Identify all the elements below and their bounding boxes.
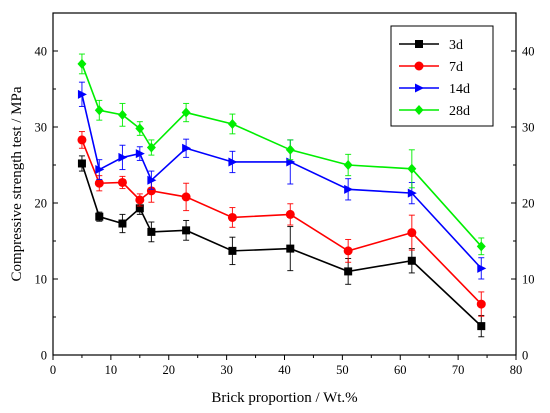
y-tick-label: 30: [35, 121, 48, 135]
data-point: [94, 105, 104, 116]
data-point: [182, 226, 191, 235]
y-tick-label: 20: [35, 197, 48, 211]
x-tick-label: 60: [394, 363, 407, 377]
x-axis-title: Brick proportion / Wt.%: [211, 390, 357, 406]
data-point: [227, 118, 237, 129]
series-3d: [77, 155, 486, 338]
data-point: [95, 165, 105, 175]
legend-label: 7d: [449, 60, 463, 75]
series-line: [81, 139, 482, 305]
data-point: [147, 175, 157, 185]
series-layer: [77, 53, 487, 338]
series-7d: [77, 131, 486, 317]
data-point: [476, 241, 486, 252]
x-tick-label: 50: [336, 363, 349, 377]
data-point: [228, 246, 237, 255]
y-tick-label: 10: [35, 273, 48, 287]
data-point: [407, 228, 417, 238]
data-point: [477, 263, 487, 273]
y-right-tick-label: 20: [522, 197, 535, 211]
x-tick-label: 30: [220, 363, 233, 377]
legend-item: 7d: [399, 60, 463, 75]
data-point: [344, 267, 353, 276]
x-tick-label: 0: [50, 363, 56, 377]
legend-label: 3d: [449, 38, 463, 53]
y-tick-label: 0: [41, 349, 47, 363]
data-point: [181, 192, 191, 202]
y-right-tick-label: 0: [522, 349, 528, 363]
legend-item: 14d: [399, 82, 470, 97]
legend-item: 28d: [399, 104, 470, 119]
legend-box: [390, 25, 494, 127]
x-axis: 0 10 20 30 40 50 60 70 80: [50, 355, 522, 377]
y-right-tick-label: 30: [522, 121, 535, 135]
data-point: [343, 160, 353, 170]
legend-label: 28d: [449, 104, 470, 119]
data-point: [94, 178, 104, 188]
data-point: [343, 246, 353, 256]
data-point: [117, 109, 127, 120]
data-point: [146, 142, 156, 153]
data-point: [135, 123, 145, 134]
legend-marker: [414, 61, 424, 71]
data-point: [407, 163, 417, 174]
series-14d: [77, 81, 487, 280]
y-right-tick-label: 10: [522, 273, 535, 287]
data-point: [407, 256, 416, 265]
data-point: [118, 219, 127, 228]
data-point: [182, 143, 192, 153]
x-tick-label: 70: [452, 363, 465, 377]
y-axis: 0 10 20 30 40: [35, 12, 58, 363]
data-point: [135, 195, 145, 205]
y-tick-label: 40: [35, 45, 48, 59]
data-point: [118, 152, 128, 162]
legend-label: 14d: [449, 82, 470, 97]
x-tick-label: 10: [105, 363, 118, 377]
data-point: [285, 144, 295, 155]
data-point: [135, 204, 144, 213]
data-point: [181, 107, 191, 118]
legend-marker: [415, 83, 424, 93]
data-point: [147, 227, 156, 236]
x-tick-label: 40: [278, 363, 291, 377]
data-point: [117, 177, 127, 187]
data-point: [77, 135, 87, 145]
legend-marker: [414, 105, 424, 115]
data-point: [407, 188, 417, 198]
data-point: [227, 212, 237, 222]
data-point: [344, 184, 354, 194]
legend-item: 3d: [399, 38, 463, 53]
y-axis-right: 0 10 20 30 40: [511, 12, 535, 363]
data-point: [228, 157, 238, 167]
data-point: [477, 322, 486, 331]
data-point: [77, 159, 86, 168]
series-28d: [77, 53, 486, 256]
data-point: [77, 58, 87, 69]
data-point: [77, 89, 87, 99]
y-axis-title: Compressive strength test / MPa: [9, 86, 25, 281]
x-tick-label: 20: [163, 363, 176, 377]
data-point: [135, 149, 145, 159]
data-point: [146, 186, 156, 196]
data-point: [476, 299, 486, 309]
series-line: [81, 163, 482, 327]
data-point: [286, 244, 295, 253]
legend: 3d 7d 14d 28d: [390, 25, 494, 127]
data-point: [95, 212, 104, 221]
legend-marker: [415, 40, 423, 48]
y-right-tick-label: 40: [522, 45, 535, 59]
data-point: [285, 209, 295, 219]
x-tick-label: 80: [510, 363, 523, 377]
